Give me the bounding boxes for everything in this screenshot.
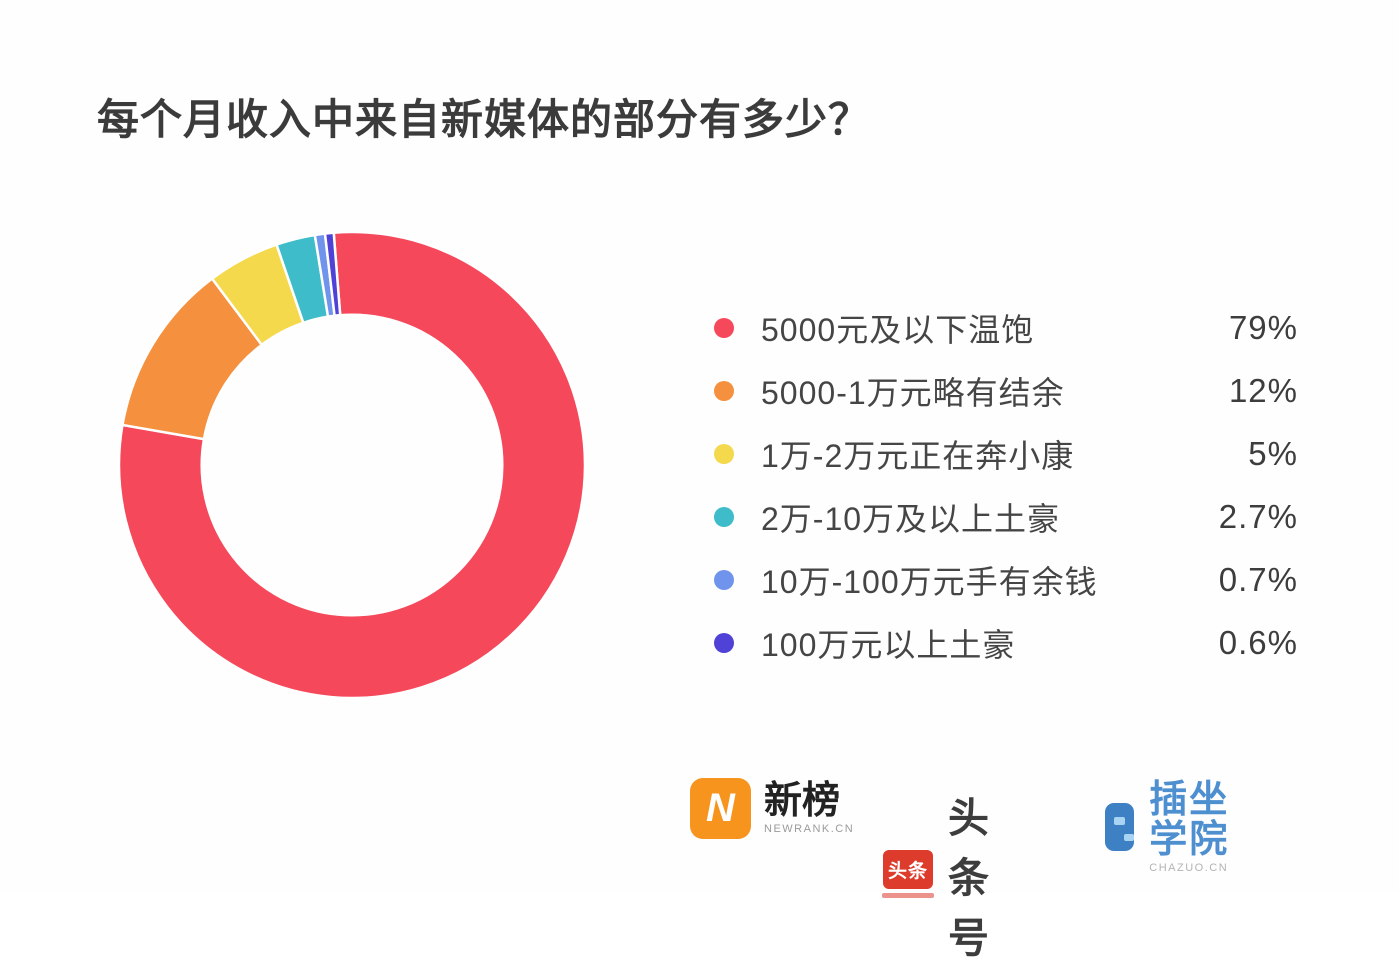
legend-value: 2.7% [1218,497,1298,535]
donut-slice [323,231,342,318]
legend-row: 1万-2万元正在奔小康 5% [714,422,1298,485]
newrank-logo: N 新榜 NEWRANK.CN [690,778,854,839]
legend-value: 0.7% [1218,560,1298,598]
legend-dot-icon [714,506,734,527]
legend-label: 5000元及以下温饱 [761,311,1035,348]
toutiao-name: 头条号 [948,795,991,961]
newrank-name: 新榜 [764,779,841,822]
legend-dot-icon [714,569,734,590]
chazuo-subtitle: CHAZUO.CN [1149,861,1229,874]
legend-label: 2万-10万及以上土豪 [761,500,1061,537]
legend-row: 5000元及以下温饱 79% [714,296,1298,359]
toutiao-url-text [882,893,934,898]
legend-row: 5000-1万元略有结余 12% [714,359,1298,422]
chazuo-logo: 插坐学院 CHAZUO.CN [1105,779,1247,874]
newrank-subtitle: NEWRANK.CN [764,823,855,836]
legend: 5000元及以下温饱 79% 5000-1万元略有结余 12% 1万-2万元正在… [714,296,1298,674]
legend-dot-icon [714,380,734,401]
legend-value: 12% [1228,371,1298,409]
toutiao-logo: 头条 头条号 [882,784,991,964]
legend-value: 0.6% [1218,623,1298,661]
legend-label: 10万-100万元手有余钱 [761,563,1098,600]
legend-dot-icon [714,317,734,338]
legend-label: 5000-1万元略有结余 [761,374,1065,411]
toutiao-icon: 头条 [883,850,933,889]
legend-row: 100万元以上土豪 0.6% [714,611,1298,674]
page-background: 每个月收入中来自新媒体的部分有多少？ 5000元及以下温饱 79% 5000-1… [97,96,1298,961]
legend-value: 79% [1228,308,1298,346]
legend-dot-icon [714,443,734,464]
newrank-icon: N [690,778,751,839]
page-title: 每个月收入中来自新媒体的部分有多少？ [97,96,872,143]
legend-label: 100万元以上土豪 [761,626,1016,663]
donut-slice [117,230,587,700]
legend-label: 1万-2万元正在奔小康 [761,437,1075,474]
legend-value: 5% [1248,434,1298,472]
legend-dot-icon [714,632,734,653]
chazuo-icon [1105,803,1135,852]
donut-chart-svg [117,230,587,700]
legend-row: 10万-100万元手有余钱 0.7% [714,548,1298,611]
donut-chart [112,225,592,705]
legend-row: 2万-10万及以上土豪 2.7% [714,485,1298,548]
chazuo-name: 插坐学院 [1149,779,1230,861]
